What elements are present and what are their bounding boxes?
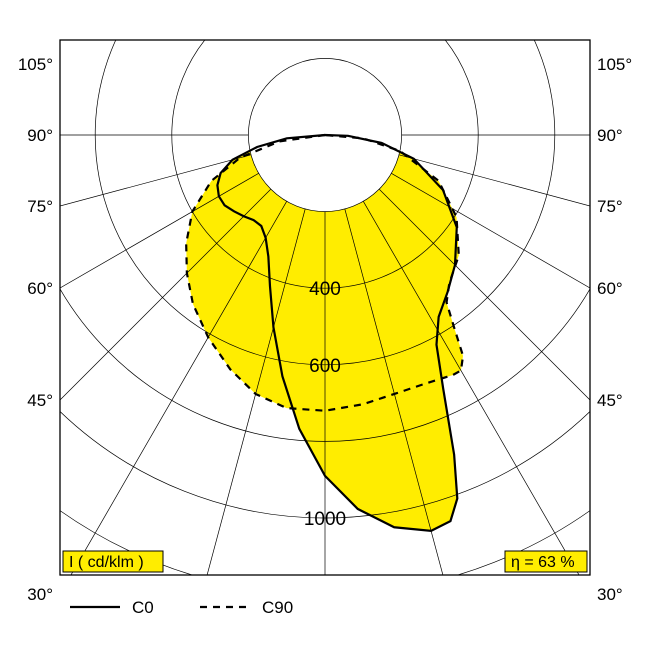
polar-chart-svg: 30° 30° 45° 45° 60° 60° 75° 75° 90° 90° 105° 105° 40… bbox=[0, 0, 650, 650]
angle-label-left: 30° bbox=[27, 585, 53, 604]
angle-label-left: 45° bbox=[27, 391, 53, 410]
angle-label-left: 75° bbox=[27, 197, 53, 216]
legend-label: C90 bbox=[262, 598, 293, 617]
radial-label: 400 bbox=[309, 279, 341, 300]
angle-label-right: 30° bbox=[597, 585, 623, 604]
angle-label-left: 90° bbox=[27, 126, 53, 145]
polar-chart-container: 30° 30° 45° 45° 60° 60° 75° 75° 90° 90° 105° 105° 40… bbox=[0, 0, 650, 650]
angle-label-right: 75° bbox=[597, 197, 623, 216]
angle-label-left: 105° bbox=[18, 55, 53, 74]
radial-label: 600 bbox=[309, 356, 341, 377]
legend-label: C0 bbox=[132, 598, 154, 617]
angle-label-right: 60° bbox=[597, 279, 623, 298]
angle-label-left: 60° bbox=[27, 279, 53, 298]
efficiency-label: η = 63 % bbox=[511, 554, 575, 571]
angle-label-right: 45° bbox=[597, 391, 623, 410]
unit-label: I ( cd/klm ) bbox=[69, 554, 144, 571]
angle-label-right: 105° bbox=[597, 55, 632, 74]
radial-label: 1000 bbox=[304, 509, 346, 530]
angle-label-right: 90° bbox=[597, 126, 623, 145]
angle-grid bbox=[57, 201, 287, 599]
